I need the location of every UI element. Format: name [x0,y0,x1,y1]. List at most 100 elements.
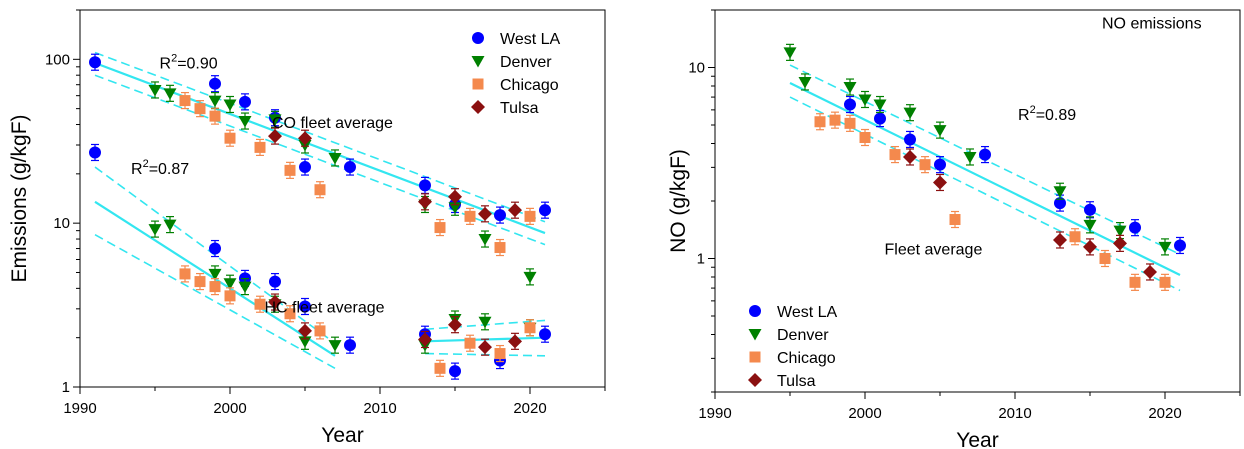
data-point [903,149,917,164]
annotation-text: Fleet average [885,241,983,258]
chart-panel-right: 1990 2000 2010 2020 1 10 Year NO (g/kgF) NO emis… [667,9,1241,449]
data-point [314,184,326,196]
annotation: HC fleet average [265,299,385,316]
series-chicago [179,91,536,377]
annotation: R2=0.90 [160,52,218,72]
data-point [539,204,551,217]
series-west-la [844,95,1186,255]
plot-frame [79,9,606,388]
data-point [194,103,206,115]
series-denver [783,43,1172,256]
data-point [844,117,856,129]
data-point [494,348,506,360]
data-point [843,82,857,94]
data-point [933,125,947,137]
x-tick-label: 2010 [998,405,1031,422]
x-tick-label: 2000 [213,400,246,417]
data-point [1083,219,1097,232]
data-point [858,94,872,106]
data-point [209,77,221,90]
legend-marker [472,32,484,44]
data-point [873,99,887,112]
data-point [1129,221,1141,234]
data-point [1069,231,1081,243]
data-point [448,317,462,332]
data-point [254,141,266,153]
data-point [1113,225,1127,238]
data-point [1054,197,1066,210]
annotation: CO fleet average [272,115,393,132]
data-point [949,214,961,226]
data-point [1053,232,1067,247]
legend: West LA Denver Chicago Tulsa [471,31,561,117]
legend-marker [472,78,484,90]
data-point [269,275,281,288]
data-point [179,95,191,107]
data-point [979,148,991,161]
data-point [208,268,222,281]
legend: West LA Denver Chicago Tulsa [748,304,838,390]
series-west-la [89,53,551,380]
data-point [328,152,342,165]
data-point [523,271,537,284]
data-point [1158,241,1172,254]
data-point [179,268,191,280]
data-point [223,99,237,111]
data-point [163,219,177,232]
y-tick-label: 1 [62,379,70,396]
annotation-text: =0.89 [1036,107,1077,124]
annotation-text: R [131,161,143,178]
data-point [223,278,237,290]
data-point [344,339,356,352]
data-point [238,281,252,294]
legend-label: Chicago [500,77,559,94]
annotation-superscript: 2 [143,158,149,170]
legend-marker [749,351,761,363]
annotation-text: =0.87 [149,161,190,178]
y-tick-label: 1 [697,250,705,267]
series-tulsa [903,148,1157,281]
legend-label: West LA [500,31,561,48]
data-point [224,132,236,144]
data-point [478,234,492,246]
data-point [1053,186,1067,198]
data-point [798,76,812,89]
annotation-text: CO fleet average [272,115,393,132]
data-point [508,203,522,218]
data-point [494,209,506,222]
data-point [919,159,931,171]
data-point [1113,236,1127,251]
data-point [1099,252,1111,264]
annotation: R2=0.87 [131,158,189,178]
data-point [829,114,841,126]
annotation-text: HC fleet average [265,299,385,316]
data-point [268,129,282,144]
annotation: NO emissions [1102,16,1202,33]
x-tick-label: 1990 [698,405,731,422]
data-point [314,325,326,337]
data-point [209,110,221,122]
data-point [448,189,462,204]
data-point [783,47,797,59]
data-point [844,98,856,111]
series-chicago [814,111,1171,291]
annotation-text: =0.90 [177,55,218,72]
annotation-superscript: 2 [1030,104,1036,116]
data-point [209,281,221,293]
y-tick-label: 100 [45,51,70,68]
legend-marker [748,373,762,387]
data-point [299,161,311,174]
legend-label: Denver [500,54,552,71]
legend-marker [471,100,485,114]
legend-label: Tulsa [777,373,816,390]
data-point [419,179,431,192]
data-point [268,114,282,126]
data-point [418,332,432,347]
x-axis-label: Year [956,429,998,449]
data-point [268,295,282,310]
legend-label: Chicago [777,350,836,367]
data-point [1084,203,1096,216]
data-point [224,290,236,302]
data-point [89,146,101,159]
